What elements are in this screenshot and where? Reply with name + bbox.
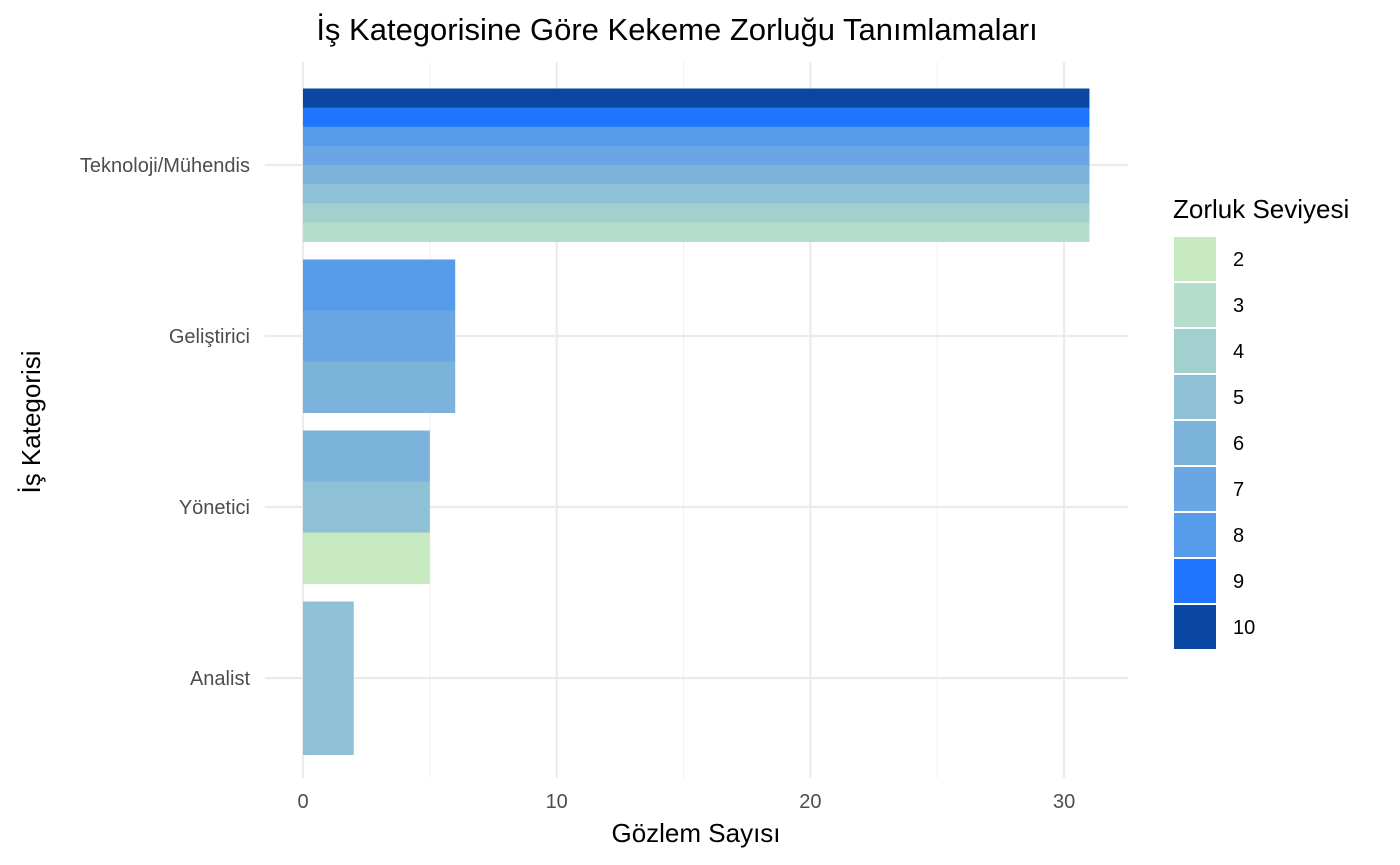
legend-swatch <box>1174 421 1216 465</box>
x-tick-label: 10 <box>546 791 568 813</box>
bar-segment <box>303 361 456 413</box>
legend-swatch <box>1174 375 1216 419</box>
bar-segment <box>303 532 430 584</box>
y-tick-label: Analist <box>190 668 250 690</box>
y-tick-label: Yönetici <box>179 497 250 519</box>
legend-label: 9 <box>1233 571 1244 593</box>
legend-label: 6 <box>1233 433 1244 455</box>
x-tick-label: 0 <box>297 791 308 813</box>
legend-label: 2 <box>1233 249 1244 271</box>
legend-swatch <box>1174 559 1216 603</box>
legend-label: 8 <box>1233 525 1244 547</box>
y-tick-label: Geliştirici <box>169 326 250 348</box>
bar-segment <box>303 259 456 311</box>
y-axis-ticks: Teknoloji/Mühendis Geliştirici Yönetici Ana… <box>80 155 251 690</box>
bar-segment <box>303 601 354 755</box>
bar-segment <box>303 430 430 482</box>
x-axis-ticks: 0 10 20 30 <box>297 791 1075 813</box>
legend-label: 7 <box>1233 479 1244 501</box>
bar-segment <box>303 184 1090 204</box>
legend-swatch <box>1174 467 1216 511</box>
bar-segment <box>303 88 1090 109</box>
x-axis-label: Gözlem Sayısı <box>611 818 780 848</box>
bar-segment <box>303 310 456 362</box>
legend-swatch <box>1174 283 1216 327</box>
legend: Zorluk Seviyesi 2 3 4 5 6 7 8 9 10 <box>1173 194 1349 649</box>
y-axis-label: İş Kategorisi <box>16 350 46 493</box>
legend-swatch <box>1174 513 1216 557</box>
legend-label: 10 <box>1233 617 1255 639</box>
bar-segment <box>303 481 430 533</box>
legend-swatch <box>1174 605 1216 649</box>
x-tick-label: 20 <box>799 791 821 813</box>
legend-items: 2 3 4 5 6 7 8 9 10 <box>1174 237 1255 649</box>
x-tick-label: 30 <box>1053 791 1075 813</box>
legend-swatch <box>1174 329 1216 373</box>
y-tick-label: Teknoloji/Mühendis <box>80 155 250 177</box>
legend-label: 3 <box>1233 295 1244 317</box>
chart-title: İş Kategorisine Göre Kekeme Zorluğu Tanı… <box>316 12 1037 47</box>
bar-segment <box>303 165 1090 185</box>
bars <box>303 88 1090 755</box>
legend-label: 5 <box>1233 387 1244 409</box>
legend-swatch <box>1174 237 1216 281</box>
bar-segment <box>303 126 1090 147</box>
bar-segment <box>303 107 1090 128</box>
bar-segment <box>303 203 1090 223</box>
bar-segment <box>303 222 1090 242</box>
legend-label: 4 <box>1233 341 1244 363</box>
legend-title: Zorluk Seviyesi <box>1173 194 1349 224</box>
bar-segment <box>303 145 1090 166</box>
